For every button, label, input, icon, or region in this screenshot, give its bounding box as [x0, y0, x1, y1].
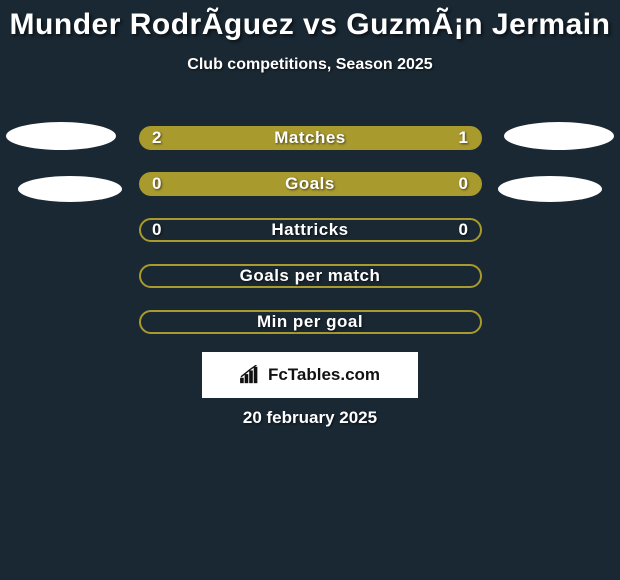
stat-value-left: 2 — [152, 128, 161, 148]
logo-box: FcTables.com — [202, 352, 418, 398]
stat-row: Goals00 — [0, 160, 620, 206]
bar-right — [311, 172, 483, 196]
bar-left — [139, 126, 367, 150]
stat-value-right: 0 — [459, 174, 468, 194]
bar-track — [139, 126, 482, 150]
bar-track — [139, 310, 482, 334]
comparison-infographic: Munder RodrÃ­guez vs GuzmÃ¡n Jermain Clu… — [0, 0, 620, 580]
bar-left — [139, 172, 311, 196]
stat-value-right: 0 — [459, 220, 468, 240]
bar-track — [139, 264, 482, 288]
stat-value-left: 0 — [152, 220, 161, 240]
stat-row: Goals per match — [0, 252, 620, 298]
logo-text: FcTables.com — [268, 365, 380, 385]
page-title: Munder RodrÃ­guez vs GuzmÃ¡n Jermain — [0, 0, 620, 42]
date-text: 20 february 2025 — [0, 408, 620, 428]
page-subtitle: Club competitions, Season 2025 — [0, 56, 620, 74]
stat-row: Hattricks00 — [0, 206, 620, 252]
bar-track — [139, 172, 482, 196]
stat-row: Min per goal — [0, 298, 620, 344]
stat-value-left: 0 — [152, 174, 161, 194]
stat-rows: Matches21Goals00Hattricks00Goals per mat… — [0, 114, 620, 344]
bar-track — [139, 218, 482, 242]
bar-chart-icon — [240, 365, 262, 385]
stat-row: Matches21 — [0, 114, 620, 160]
stat-value-right: 1 — [459, 128, 468, 148]
